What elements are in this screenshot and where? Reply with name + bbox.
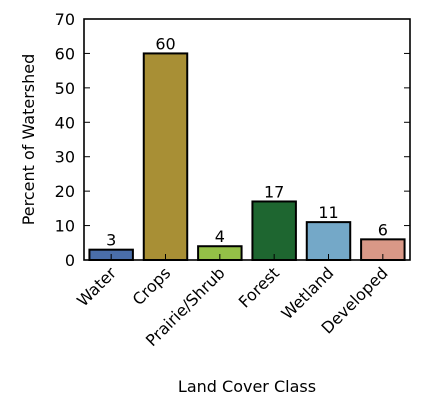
y-axis-ticks: 0 10 20 30 40 50 60 70 (55, 10, 410, 270)
y-tick-label: 10 (55, 217, 75, 236)
x-tick-label: Crops (129, 263, 175, 309)
bars-group (88, 52, 406, 262)
x-tick-label: Water (73, 263, 120, 310)
x-axis-label: Land Cover Class (178, 377, 316, 396)
y-tick-label: 20 (55, 182, 75, 201)
y-tick-label: 70 (55, 10, 75, 29)
plot-frame (83, 18, 411, 261)
y-tick-label: 60 (55, 44, 75, 63)
data-label: 4 (215, 227, 225, 246)
y-tick-label: 40 (55, 113, 75, 132)
bar-crops (142, 52, 189, 261)
data-label: 11 (318, 203, 338, 222)
y-tick-label: 30 (55, 148, 75, 167)
y-tick-label: 0 (65, 251, 75, 270)
y-tick-label: 50 (55, 79, 75, 98)
y-axis-label: Percent of Watershed (19, 54, 38, 226)
data-label: 60 (155, 34, 175, 53)
data-label: 3 (106, 231, 116, 250)
bar-forest (251, 200, 297, 262)
data-label: 17 (264, 182, 284, 201)
x-tick-label: Forest (235, 263, 283, 311)
data-label: 6 (378, 220, 388, 239)
data-labels-group: 3 60 4 17 11 6 (106, 34, 388, 249)
bar-wetland (305, 221, 352, 261)
